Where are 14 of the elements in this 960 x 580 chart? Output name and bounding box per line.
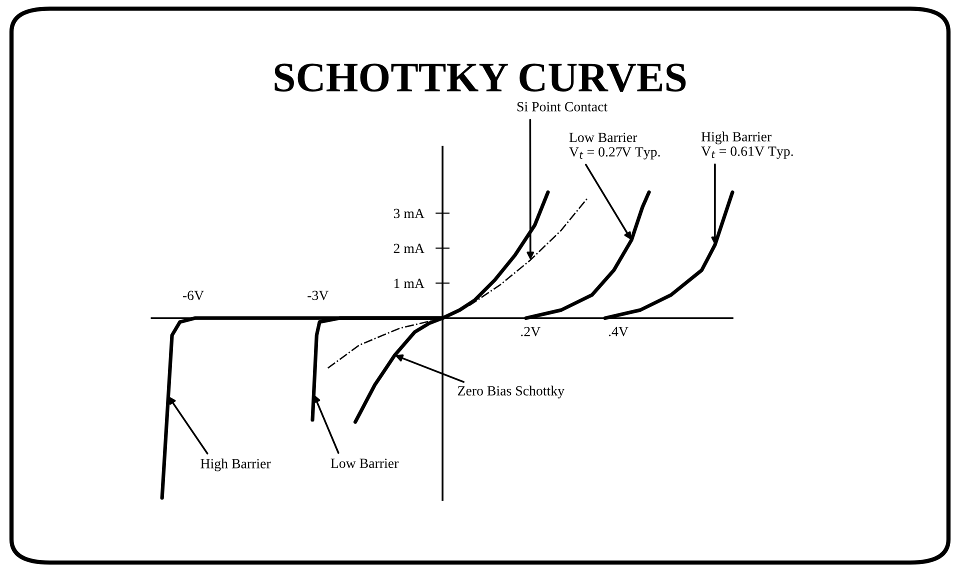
chart-title: SCHOTTKY CURVES bbox=[274, 64, 686, 92]
annotation: Zero Bias Schottky bbox=[458, 386, 564, 398]
x-tick-label: .2V bbox=[521, 326, 540, 336]
annotation: Low Barrier V$_{t}$ = 0.27V Typ. bbox=[569, 132, 660, 160]
annotation: Low Barrier bbox=[330, 458, 399, 468]
x-tick-label: -6V bbox=[182, 290, 204, 300]
y-tick-label: 1 mA bbox=[394, 278, 424, 288]
y-tick-label: 3 mA bbox=[394, 208, 424, 218]
y-tick-label: 2 mA bbox=[394, 244, 424, 253]
annotation: High Barrier bbox=[200, 458, 271, 472]
x-tick-label: -3V bbox=[308, 290, 329, 300]
x-tick-label: .4V bbox=[608, 326, 628, 336]
annotation: Si Point Contact bbox=[517, 102, 608, 112]
annotation: High Barrier V$_{t}$ = 0.61V Typ. bbox=[701, 132, 793, 159]
